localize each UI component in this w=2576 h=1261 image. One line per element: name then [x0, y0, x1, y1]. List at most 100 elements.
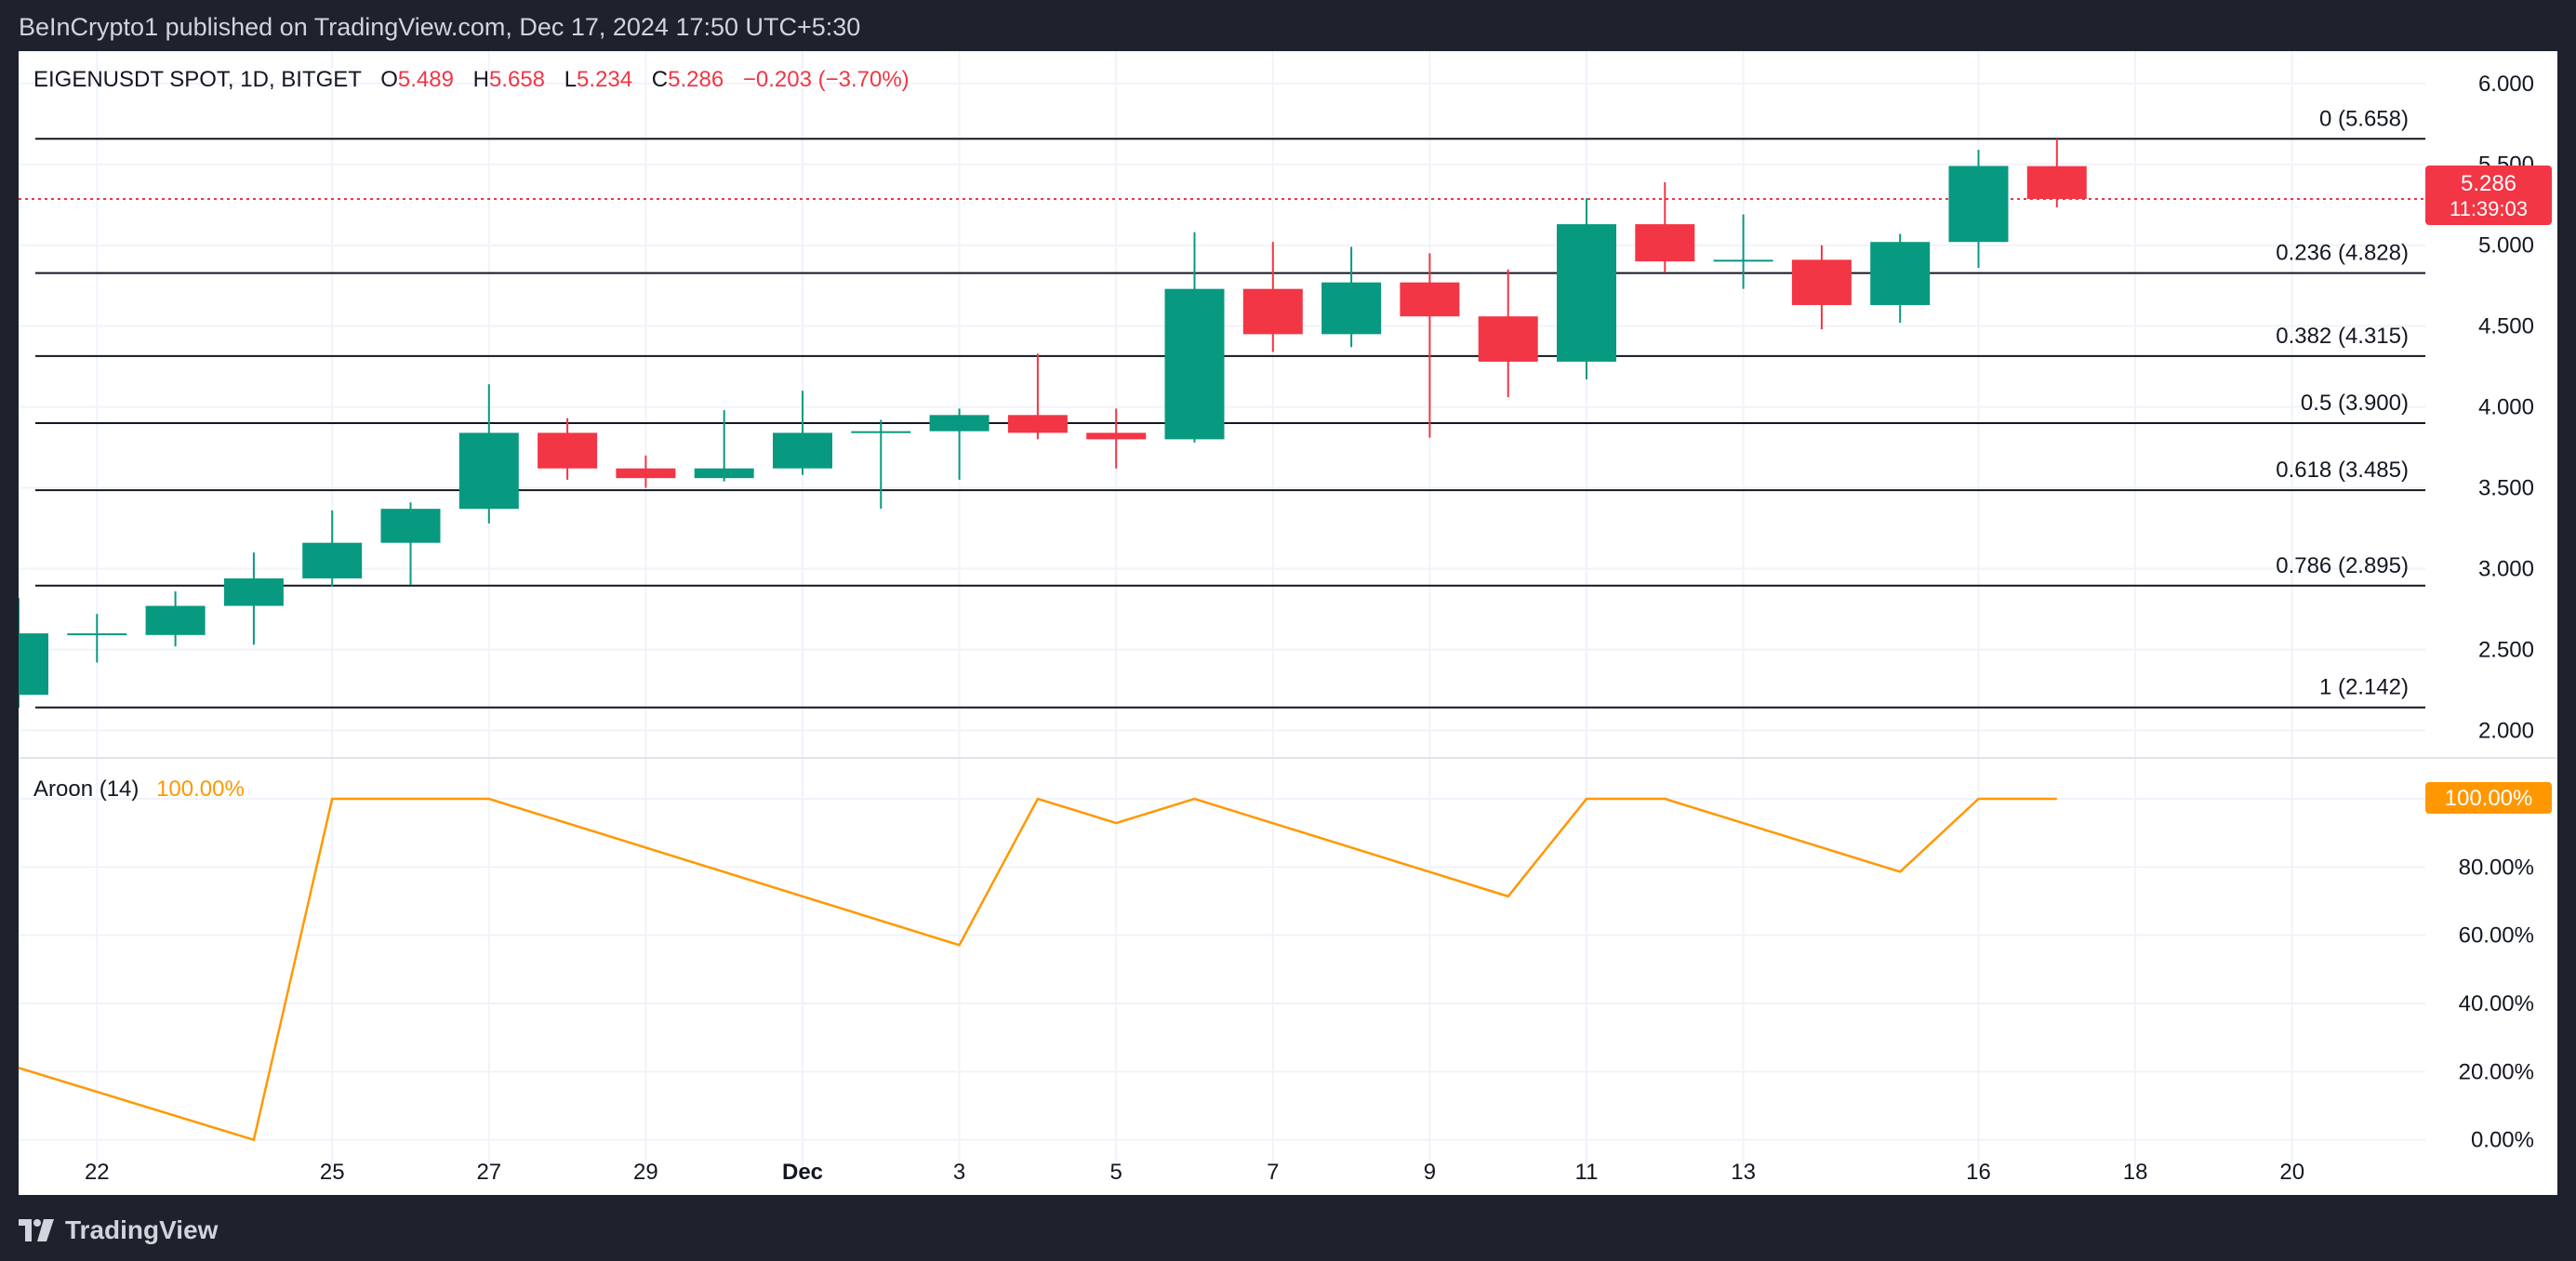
aroon-up-line[interactable]	[2, 797, 2057, 1142]
candle[interactable]	[1242, 242, 1303, 352]
x-tick-label: 18	[2123, 1160, 2148, 1185]
candle-body	[538, 432, 598, 469]
candle[interactable]	[1400, 253, 1460, 438]
aroon-y-tick-label: 80.00%	[2459, 855, 2534, 880]
candle[interactable]	[1321, 246, 1382, 348]
candle-body	[1478, 316, 1538, 362]
candle-body	[1321, 282, 1382, 335]
candle[interactable]	[1086, 408, 1147, 469]
x-tick-label: 25	[320, 1160, 345, 1185]
candle[interactable]	[2026, 139, 2087, 207]
y-tick-label: 3.500	[2478, 476, 2534, 501]
axis-layer: 22 25 27 29 Dec 3 5 7 9 11 13 16 18 20 2.000 2.500 3.000…	[85, 72, 2534, 1185]
fib-level-label: 0.5 (3.900)	[2301, 391, 2409, 416]
candle[interactable]	[1557, 198, 1616, 380]
candle[interactable]	[1007, 353, 1068, 440]
candle[interactable]	[380, 502, 441, 585]
tradingview-logo-icon	[19, 1219, 54, 1241]
aroon-tag-value: 100.00%	[2445, 786, 2533, 811]
fib-level-label: 0 (5.658)	[2319, 106, 2409, 131]
aroon-legend[interactable]: Aroon (14) 100.00%	[33, 777, 245, 802]
last-price-tag: 5.286 11:39:03	[2425, 166, 2552, 225]
symbol-legend[interactable]: EIGENUSDT SPOT, 1D, BITGET O5.489 H5.658…	[33, 67, 910, 92]
candle-body	[1242, 288, 1303, 335]
candle-body	[773, 432, 832, 469]
aroon-value-tag: 100.00%	[2425, 782, 2552, 814]
aroon-series	[2, 797, 2057, 1142]
candle-body	[1086, 432, 1147, 440]
bar-countdown: 11:39:03	[2450, 197, 2528, 220]
y-tick-label: 2.500	[2478, 637, 2534, 662]
fib-level-label: 0.382 (4.315)	[2276, 324, 2409, 349]
chart-area[interactable]: 0 (5.658) 0.236 (4.828) 0.382 (4.315) 0.5 (…	[0, 51, 2557, 1195]
candle[interactable]	[458, 384, 519, 524]
candle-body	[1164, 288, 1225, 440]
candle[interactable]	[145, 591, 206, 646]
candle-body	[929, 415, 989, 431]
candle-body	[145, 605, 206, 635]
candle-body	[380, 509, 441, 543]
candle-body	[2026, 166, 2087, 199]
aroon-y-tick-label: 0.00%	[2471, 1128, 2534, 1153]
x-tick-label: 22	[85, 1160, 110, 1185]
x-tick-label: 9	[1424, 1160, 1436, 1185]
x-tick-label: 29	[633, 1160, 658, 1185]
candle[interactable]	[1478, 269, 1538, 398]
aroon-label: Aroon (14)	[33, 777, 139, 802]
candle[interactable]	[538, 418, 598, 480]
candle[interactable]	[67, 614, 127, 663]
candle-body	[1713, 259, 1773, 262]
y-tick-label: 6.000	[2478, 72, 2534, 97]
candle[interactable]	[694, 410, 754, 482]
candle-body	[1635, 224, 1695, 262]
candle[interactable]	[1164, 232, 1225, 443]
aroon-value: 100.00%	[156, 777, 245, 802]
published-caption: BeInCrypto1 published on TradingView.com…	[19, 13, 861, 41]
x-tick-label: 13	[1731, 1160, 1756, 1185]
tradingview-logo[interactable]: TradingView	[19, 1214, 218, 1247]
x-tick-label: 16	[1966, 1160, 1991, 1185]
symbol-name: EIGENUSDT SPOT, 1D, BITGET	[33, 67, 362, 92]
aroon-y-tick-label: 60.00%	[2459, 923, 2534, 949]
y-tick-label: 5.000	[2478, 233, 2534, 259]
candle[interactable]	[0, 597, 48, 709]
candle[interactable]	[1870, 233, 1931, 324]
chart-svg[interactable]: 0 (5.658) 0.236 (4.828) 0.382 (4.315) 0.5 (…	[0, 51, 2557, 1195]
candle[interactable]	[1713, 214, 1773, 289]
candle[interactable]	[929, 408, 989, 480]
fib-level-label: 0.618 (3.485)	[2276, 458, 2409, 483]
candle-body	[694, 468, 754, 479]
grid-layer	[19, 51, 2425, 1167]
candle[interactable]	[302, 510, 363, 587]
candle-body	[1557, 224, 1616, 362]
fib-level-label: 1 (2.142)	[2319, 675, 2409, 700]
candle[interactable]	[1791, 245, 1852, 330]
candle[interactable]	[851, 419, 911, 510]
y-tick-label: 4.500	[2478, 314, 2534, 339]
candle-body	[458, 432, 519, 510]
aroon-y-tick-label: 20.00%	[2459, 1059, 2534, 1084]
aroon-y-tick-label: 40.00%	[2459, 991, 2534, 1016]
x-tick-label: 3	[953, 1160, 965, 1185]
candle[interactable]	[1948, 150, 2009, 269]
candle-body	[1870, 242, 1931, 306]
fibonacci-retracement: 0 (5.658) 0.236 (4.828) 0.382 (4.315) 0.5 (…	[19, 106, 2425, 709]
candle-body	[1400, 282, 1460, 317]
candle[interactable]	[223, 552, 284, 645]
candle[interactable]	[773, 391, 832, 475]
x-tick-label: 5	[1110, 1160, 1122, 1185]
candle-body	[223, 577, 284, 606]
candle-body	[616, 468, 676, 479]
candle-body	[1007, 415, 1068, 433]
candlestick-series	[0, 139, 2087, 709]
candle[interactable]	[1635, 181, 1695, 273]
fib-level-label: 0.236 (4.828)	[2276, 241, 2409, 266]
x-tick-label: Dec	[782, 1160, 823, 1185]
last-price-value: 5.286	[2461, 171, 2516, 196]
candle-body	[0, 633, 48, 696]
candle-body	[302, 542, 363, 578]
y-tick-label: 3.000	[2478, 557, 2534, 582]
candle-body	[1791, 259, 1852, 306]
candle-body	[67, 633, 127, 636]
candle[interactable]	[616, 455, 676, 488]
